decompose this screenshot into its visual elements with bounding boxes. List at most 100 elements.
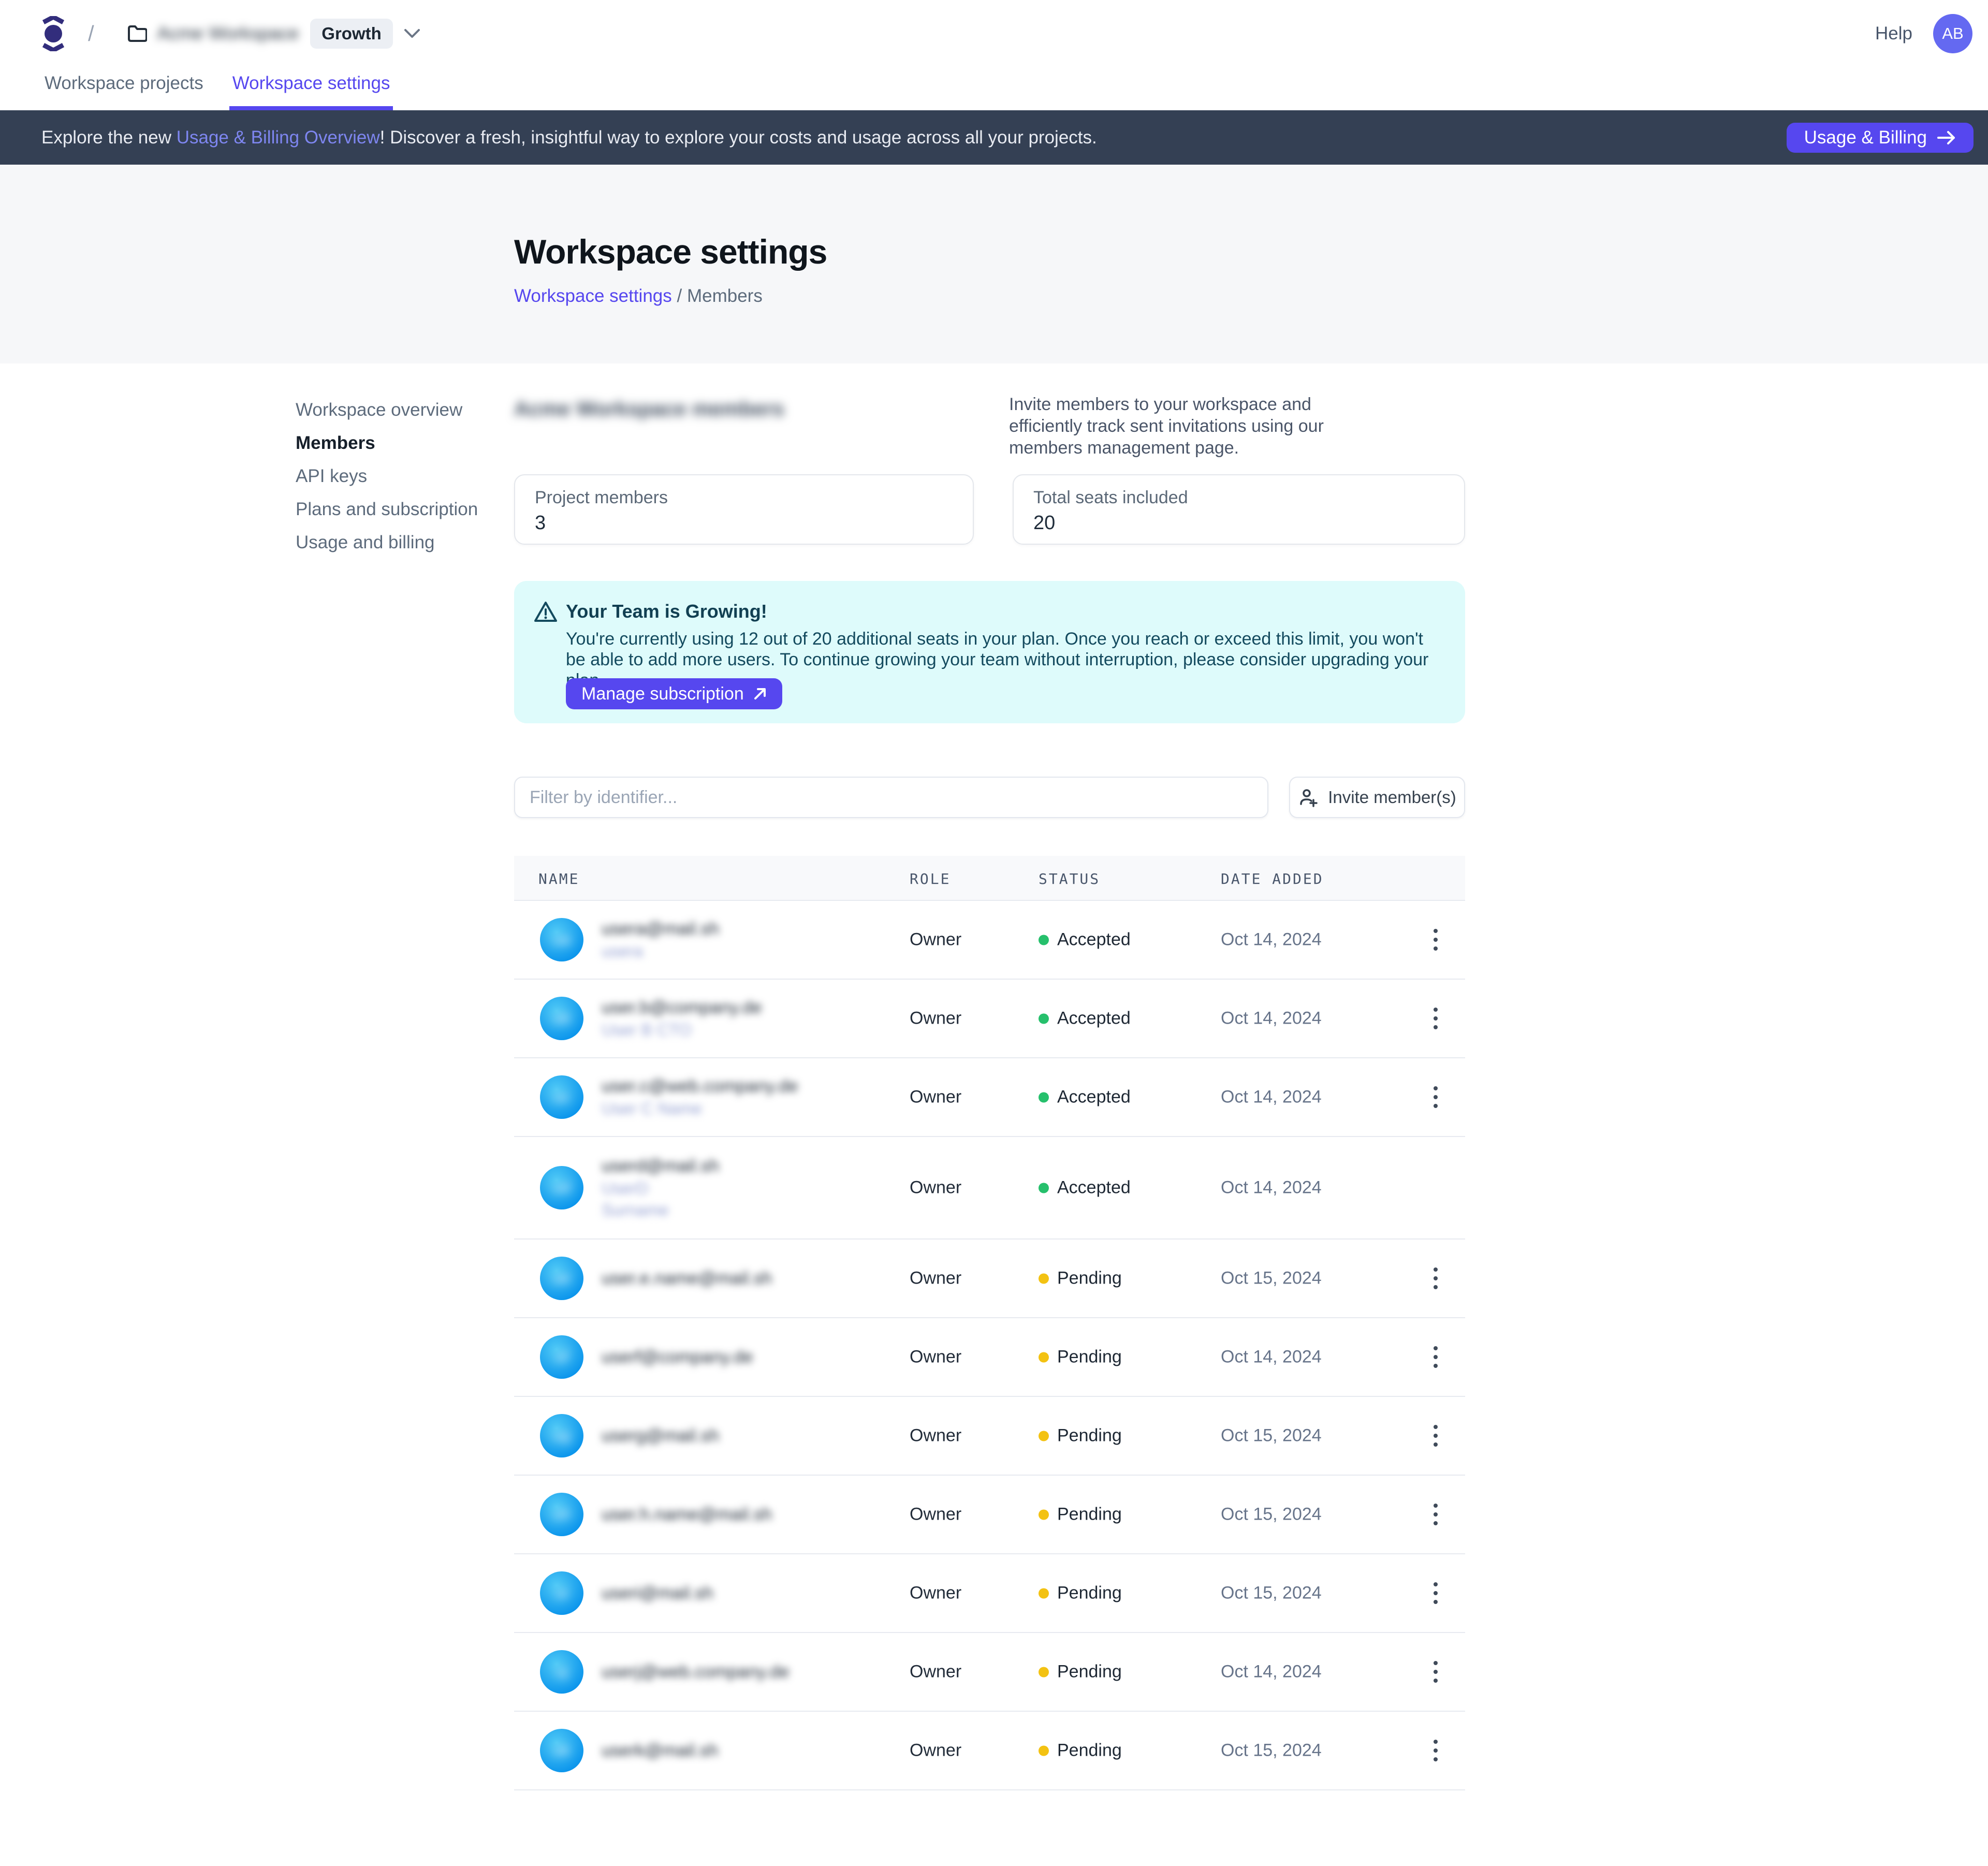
member-name-cell: userk@mail.sh [602,1740,718,1761]
status-label: Accepted [1057,1087,1131,1107]
breadcrumb-workspace-settings-link[interactable]: Workspace settings [514,286,672,306]
banner-text: Explore the new Usage & Billing Overview… [41,127,1097,148]
member-status: Pending [1039,1426,1122,1446]
breadcrumb-members-label: Members [686,286,763,306]
table-row: ua usera@mail.sh usera Owner Accepted Oc… [514,901,1465,980]
member-role: Owner [910,1008,962,1028]
row-menu-button[interactable] [1425,1498,1446,1531]
status-dot [1039,1352,1049,1362]
member-username-redacted: usera [602,942,644,960]
member-name-cell: userd@mail.sh UserD Surname [602,1155,719,1220]
sidebar-item-api-keys[interactable]: API keys [296,466,368,486]
usage-billing-button[interactable]: Usage & Billing [1786,122,1974,153]
member-avatar: ui [540,1571,583,1615]
member-email-redacted: user.h.name@mail.sh [602,1505,772,1524]
user-avatar[interactable]: AB [1933,14,1972,53]
member-name-cell: userg@mail.sh [602,1425,719,1447]
invite-members-button[interactable]: Invite member(s) [1289,777,1465,818]
member-name-cell: user.c@web.company.de User C Name [602,1075,798,1119]
member-email-redacted: usera@mail.sh [602,919,720,939]
row-menu-button[interactable] [1425,1734,1446,1767]
member-role: Owner [910,1661,962,1682]
table-row: uc user.c@web.company.de User C Name Own… [514,1058,1465,1137]
member-date-added: Oct 15, 2024 [1221,1425,1322,1446]
plan-badge: Growth [310,19,393,49]
stat-value: 3 [535,512,546,534]
member-status: Pending [1039,1583,1122,1603]
table-row: ub user.b@company.de User B CTO Owner Ac… [514,980,1465,1058]
member-status: Accepted [1039,1178,1131,1198]
member-date-added: Oct 14, 2024 [1221,1347,1322,1367]
row-menu-button[interactable] [1425,1419,1446,1452]
row-menu-button[interactable] [1425,1081,1446,1114]
sidebar-item-members[interactable]: Members [296,433,375,453]
member-name-cell: userj@web.company.de [602,1661,790,1683]
row-menu-button[interactable] [1425,923,1446,956]
status-dot [1039,935,1049,945]
row-menu-button[interactable] [1425,1340,1446,1374]
workspace-tabs: Workspace projects Workspace settings [0,67,1988,110]
member-avatar-initials-redacted: ue [553,1270,571,1287]
member-role: Owner [910,1740,962,1760]
member-avatar: ub [540,997,583,1040]
member-avatar-initials-redacted: uh [553,1506,571,1523]
row-menu-button[interactable] [1425,1655,1446,1688]
column-header-name: NAME [538,870,580,887]
member-email-redacted: userf@company.de [602,1347,753,1367]
arrow-right-icon [1937,130,1956,145]
member-email-redacted: userg@mail.sh [602,1426,720,1446]
sidebar-item-plans-subscription[interactable]: Plans and subscription [296,499,478,519]
member-status: Accepted [1039,1087,1131,1107]
member-email-redacted: user.c@web.company.de [602,1076,798,1096]
tab-workspace-projects[interactable]: Workspace projects [45,73,203,93]
member-role: Owner [910,929,962,950]
workspace-switcher[interactable]: Acme Workspace Growth [126,19,421,49]
invite-members-label: Invite member(s) [1328,788,1456,807]
banner-text-prefix: Explore the new [41,127,177,148]
member-status: Pending [1039,1741,1122,1761]
manage-subscription-label: Manage subscription [581,683,744,704]
member-avatar-initials-redacted: uk [553,1742,570,1759]
member-date-added: Oct 14, 2024 [1221,929,1322,950]
page-header: Workspace settings Workspace settings / … [0,165,1988,363]
status-label: Pending [1057,1268,1122,1288]
stat-label: Total seats included [1033,488,1188,507]
row-menu-button[interactable] [1425,1577,1446,1610]
sidebar-item-workspace-overview[interactable]: Workspace overview [296,400,463,420]
sidebar-item-usage-billing[interactable]: Usage and billing [296,532,435,552]
status-label: Pending [1057,1347,1122,1367]
usage-billing-banner: Explore the new Usage & Billing Overview… [0,110,1988,165]
app-logo-icon[interactable] [41,16,65,51]
table-row: ui useri@mail.sh Owner Pending Oct 15, 2… [514,1554,1465,1633]
user-plus-icon [1298,787,1319,808]
help-link[interactable]: Help [1875,23,1912,43]
status-dot [1039,1667,1049,1677]
member-name-cell: usera@mail.sh usera [602,918,719,961]
member-username-redacted: UserD [602,1179,649,1198]
row-menu-button[interactable] [1425,1002,1446,1035]
row-menu-button[interactable] [1425,1262,1446,1295]
banner-usage-billing-link[interactable]: Usage & Billing Overview [176,127,380,148]
table-header: NAME ROLE STATUS DATE ADDED [514,856,1465,901]
member-avatar-initials-redacted: ug [553,1427,571,1444]
member-avatar-initials-redacted: uf [555,1348,568,1365]
member-date-added: Oct 14, 2024 [1221,1661,1322,1682]
member-role: Owner [910,1504,962,1524]
tab-workspace-settings[interactable]: Workspace settings [229,73,393,110]
filter-input[interactable] [514,777,1268,818]
warning-triangle-icon [534,601,558,623]
member-avatar-initials-redacted: uc [553,1088,570,1105]
chevron-down-icon[interactable] [403,28,421,39]
top-bar: / Acme Workspace Growth Help AB [0,0,1988,67]
table-row: ue user.e.name@mail.sh Owner Pending Oct… [514,1240,1465,1318]
member-avatar-initials-redacted: ud [553,1179,571,1196]
manage-subscription-button[interactable]: Manage subscription [566,678,782,709]
table-body: ua usera@mail.sh usera Owner Accepted Oc… [514,901,1465,1790]
workspace-name-redacted: Acme Workspace [157,23,299,43]
member-date-added: Oct 15, 2024 [1221,1740,1322,1760]
status-label: Accepted [1057,929,1131,950]
stat-label: Project members [535,488,668,507]
table-row: uf userf@company.de Owner Pending Oct 14… [514,1318,1465,1397]
status-dot [1039,1588,1049,1598]
status-dot [1039,1183,1049,1193]
